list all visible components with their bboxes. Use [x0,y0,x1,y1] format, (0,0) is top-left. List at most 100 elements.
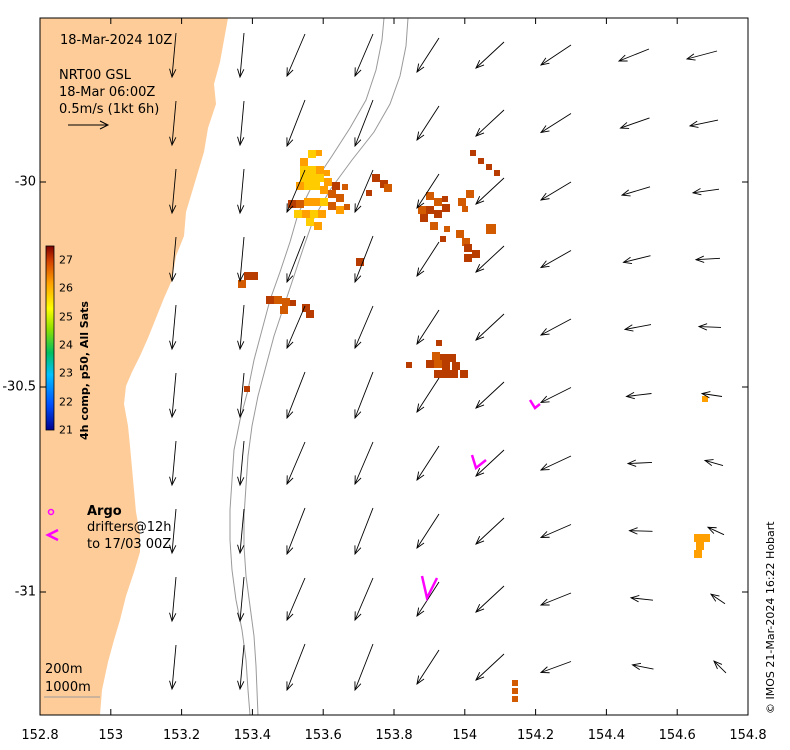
sst-pixel [434,198,442,206]
x-tick-label: 154.4 [587,728,625,743]
current-arrow [691,188,720,196]
y-tick-label: -31 [14,584,36,600]
current-arrow [539,181,572,201]
current-arrow [354,577,374,622]
sst-pixel [694,534,702,542]
sst-pixel [456,230,464,238]
current-arrow [169,508,177,555]
drifter-track [528,399,541,410]
sst-pixel [384,184,392,192]
sst-pixel [458,198,466,206]
sst-pixel [696,542,704,550]
sst-pixel [440,354,448,362]
x-tick-label: 154.8 [729,728,767,743]
credit-line: © IMOS 21-Mar-2024 16:22 Hobart [764,521,777,714]
current-arrow [354,507,374,556]
sst-pixel [450,370,458,378]
current-vectors [169,32,727,692]
sst-pixel [238,280,246,288]
current-arrow [416,105,440,142]
sst-pixel [308,174,316,182]
sst-pixel [702,396,708,402]
isobath-1000m [243,18,409,715]
x-tick-label: 153 [98,728,124,743]
current-arrow [416,377,440,414]
current-arrow [475,177,505,205]
current-arrow [286,33,306,78]
colorbar-tick-label: 25 [59,310,73,324]
sst-pixel [274,296,282,304]
drifter-track [470,454,487,471]
sst-pixel [266,296,274,304]
current-arrow [169,100,177,147]
sst-pixel [324,178,332,186]
current-arrow [416,37,440,74]
sst-pixel [444,226,450,232]
current-arrow [539,524,572,538]
colorbar-tick-label: 24 [59,338,73,352]
sst-pixel [306,218,314,226]
current-arrow [475,109,505,137]
x-tick-label: 153.6 [304,728,342,743]
sst-pixel [460,370,468,378]
current-arrow [416,649,440,686]
current-arrow [700,391,723,399]
sst-pixel [464,254,472,262]
colorbar-tick-label: 23 [59,366,73,380]
current-arrow [620,186,651,197]
axis-tick-marks [39,18,749,715]
current-arrow [354,305,374,350]
current-arrow [626,459,653,467]
map-timestamp: 18-Mar-2024 10Z [60,33,173,48]
sst-pixel [314,222,322,230]
current-arrow [416,309,440,346]
sst-pixel [512,680,518,686]
current-arrow [475,653,505,681]
current-arrow [628,527,653,535]
sst-pixel [300,158,308,166]
current-arrow [354,33,374,78]
sst-pixel [302,304,310,312]
current-arrow [416,445,440,482]
current-arrow [685,50,718,61]
drifters-period: to 17/03 00Z [87,537,172,552]
argo-symbol [47,508,55,516]
sst-pixel [336,194,344,202]
sst-pixel [344,204,350,210]
current-arrow [237,32,245,79]
sst-pixel [440,236,446,242]
depth-1000-label: 1000m [45,680,91,695]
current-arrow [286,99,306,148]
sst-pixel [280,306,288,314]
sst-pixel [342,184,348,190]
sst-pixel [320,198,328,206]
sst-pixel [702,534,710,542]
scale-arrow-head [99,120,110,130]
colorbar-title: 4h comp, p50, All Sats [78,301,91,440]
sst-pixel [332,182,340,190]
sst-pixel [462,206,468,212]
sst-pixel [434,210,442,218]
current-arrow [475,381,505,409]
depth-200-label: 200m [45,662,83,677]
current-arrow [169,304,177,351]
sst-pixels [238,150,710,702]
sst-pixel [306,310,314,318]
current-arrow [286,305,306,350]
sst-pixel [432,352,440,360]
sst-pixel [426,360,434,368]
x-tick-label: 153.2 [162,728,201,743]
sst-pixel [324,170,330,176]
sst-pixel [244,386,250,392]
drifters-label: drifters@12h [87,520,172,535]
source-line-1: NRT00 GSL [59,68,131,83]
sst-pixel [472,250,480,258]
sst-pixel [316,166,324,174]
sst-pixel [308,150,316,158]
current-arrow [631,662,654,670]
sst-pixel [466,190,474,198]
sst-pixel [310,210,318,218]
current-arrow [237,508,245,555]
sst-pixel [336,206,344,214]
